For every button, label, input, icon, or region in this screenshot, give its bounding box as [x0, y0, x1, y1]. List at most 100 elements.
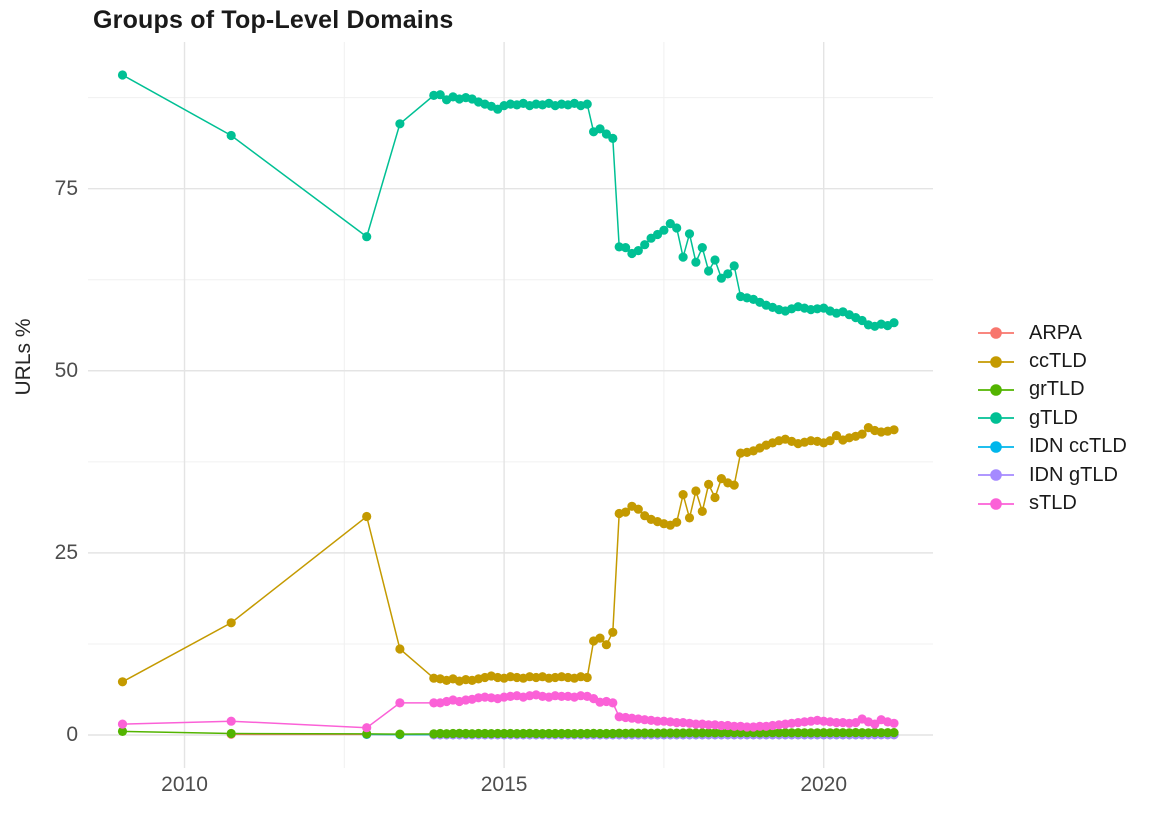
- data-point-grtld: [723, 728, 733, 738]
- data-point-gtld: [582, 99, 592, 109]
- legend-item-label: IDN gTLD: [1029, 463, 1118, 486]
- data-point-grtld: [793, 728, 803, 738]
- data-point-stld: [691, 719, 701, 729]
- data-point-cctld: [678, 490, 688, 500]
- data-point-grtld: [531, 728, 541, 739]
- data-point-grtld: [525, 728, 535, 739]
- data-point-grtld: [601, 728, 612, 739]
- data-point-grtld: [557, 728, 567, 739]
- legend-item-label: ARPA: [1029, 321, 1082, 344]
- data-point-cctld: [621, 507, 631, 517]
- data-point-cctld: [395, 644, 405, 654]
- legend-item-cctld: ccTLD: [976, 347, 1127, 375]
- legend-item-arpa: ARPA: [976, 319, 1127, 347]
- data-point-grtld: [569, 729, 579, 739]
- data-point-grtld: [665, 728, 675, 738]
- data-point-grtld: [716, 728, 727, 738]
- data-point-stld: [729, 721, 739, 731]
- data-point-cctld: [595, 633, 605, 643]
- data-point-stld: [429, 698, 439, 708]
- data-point-stld: [742, 722, 752, 732]
- data-point-grtld: [736, 728, 746, 738]
- data-point-cctld: [601, 640, 612, 650]
- data-point-stld: [870, 719, 880, 729]
- data-point-gtld: [710, 255, 720, 265]
- data-point-grtld: [499, 728, 509, 739]
- data-point-grtld: [678, 728, 688, 738]
- data-point-gtld: [684, 229, 695, 239]
- data-point-grtld: [117, 726, 128, 737]
- data-point-gtld: [633, 246, 643, 256]
- legend-item-grtld: grTLD: [976, 376, 1127, 404]
- data-point-cctld: [729, 480, 739, 490]
- data-point-gtld: [729, 261, 739, 271]
- data-point-cctld: [582, 672, 592, 683]
- data-point-stld: [226, 716, 236, 726]
- data-point-gtld: [723, 269, 733, 279]
- y-axis-tick-label: 25: [54, 540, 78, 564]
- data-point-grtld: [454, 728, 464, 739]
- data-point-gtld: [362, 232, 372, 242]
- data-point-grtld: [710, 728, 720, 738]
- data-point-cctld: [684, 513, 695, 523]
- data-point-stld: [716, 720, 727, 731]
- legend-item-gtld: gTLD: [976, 404, 1127, 432]
- data-point-grtld: [691, 728, 701, 738]
- data-point-gtld: [608, 133, 618, 143]
- data-point-gtld: [889, 318, 899, 328]
- data-point-grtld: [761, 728, 771, 738]
- y-axis-tick-label: 0: [66, 723, 78, 746]
- legend-marker-icon: [978, 440, 1014, 453]
- data-point-stld: [755, 721, 765, 731]
- data-point-gtld: [678, 252, 688, 262]
- data-point-cctld: [857, 429, 867, 439]
- x-axis-tick-label: 2015: [480, 773, 528, 796]
- data-point-stld: [889, 718, 899, 728]
- data-point-grtld: [870, 727, 880, 738]
- data-point-grtld: [889, 728, 899, 738]
- data-point-grtld: [563, 728, 573, 739]
- data-point-grtld: [768, 728, 778, 738]
- data-point-gtld: [226, 130, 236, 141]
- legend-item-label: IDN ccTLD: [1029, 435, 1127, 458]
- data-point-grtld: [640, 728, 650, 738]
- data-point-grtld: [582, 728, 592, 739]
- data-point-grtld: [838, 728, 848, 738]
- data-point-cctld: [710, 492, 720, 503]
- x-axis-tick-label: 2020: [800, 773, 848, 796]
- data-point-grtld: [851, 728, 861, 738]
- legend-item-label: sTLD: [1029, 492, 1077, 515]
- data-point-stld: [704, 720, 714, 730]
- data-point-grtld: [512, 729, 522, 739]
- data-point-grtld: [467, 729, 477, 739]
- data-point-cctld: [889, 425, 899, 435]
- x-axis-tick-label: 2010: [161, 773, 208, 796]
- legend-item-label: gTLD: [1029, 406, 1078, 429]
- data-point-gtld: [117, 70, 128, 80]
- data-point-grtld: [226, 728, 236, 739]
- data-point-grtld: [595, 728, 605, 739]
- data-point-grtld: [505, 728, 516, 739]
- data-point-stld: [608, 698, 618, 708]
- data-point-grtld: [831, 728, 842, 738]
- data-point-grtld: [480, 728, 490, 739]
- data-point-cctld: [117, 677, 128, 687]
- data-point-grtld: [652, 728, 663, 738]
- data-point-gtld: [672, 223, 682, 233]
- data-point-grtld: [550, 728, 560, 739]
- data-point-grtld: [537, 729, 548, 739]
- data-point-stld: [117, 719, 128, 729]
- legend-marker-icon: [978, 384, 1014, 396]
- data-point-cctld: [691, 486, 701, 496]
- data-point-stld: [557, 691, 567, 702]
- data-point-gtld: [601, 129, 612, 139]
- data-point-grtld: [448, 728, 458, 739]
- data-point-gtld: [640, 240, 650, 250]
- data-point-gtld: [691, 257, 701, 267]
- legend-item-label: grTLD: [1029, 378, 1085, 401]
- plot-area: [88, 42, 933, 768]
- data-point-cctld: [362, 511, 372, 522]
- legend-marker-icon: [978, 327, 1014, 339]
- data-point-grtld: [883, 728, 893, 738]
